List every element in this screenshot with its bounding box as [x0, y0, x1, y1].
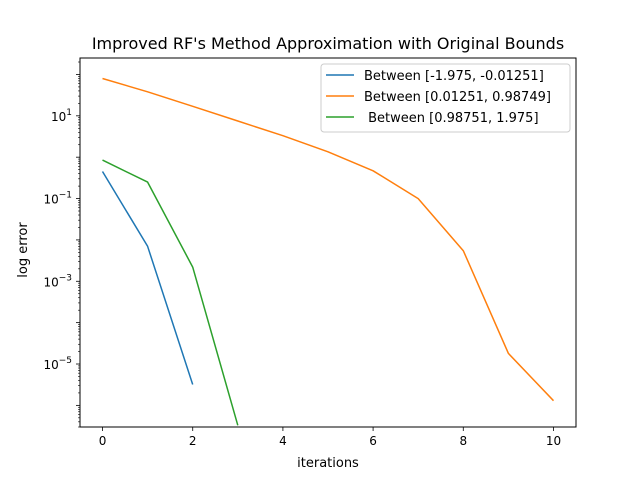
- chart-title: Improved RF's Method Approximation with …: [92, 34, 564, 53]
- plot-area-frame: [79, 57, 577, 428]
- legend-label-1: Between [-1.975, -0.01251]: [364, 69, 544, 84]
- x-tick-label: 8: [459, 434, 467, 448]
- legend-box: [320, 63, 571, 133]
- legend: Between [-1.975, -0.01251] Between [0.012…: [320, 63, 571, 133]
- x-tick-label: 2: [189, 434, 197, 448]
- x-axis-label: iterations: [297, 456, 359, 471]
- series-line-1: [101, 171, 194, 385]
- x-tick-label: 0: [99, 434, 107, 448]
- legend-label-2: Between [0.01251, 0.98749]: [364, 90, 551, 105]
- series-line-3: [102, 159, 239, 426]
- y-axis-label: log error: [16, 222, 31, 278]
- x-tick-label: 10: [546, 434, 561, 448]
- x-axis-ticks: 0 2 4 6 8 10: [99, 427, 561, 448]
- x-tick-label: 6: [369, 434, 377, 448]
- series-line-2: [102, 77, 555, 402]
- plot-lines: [101, 77, 555, 426]
- x-tick-label: 4: [279, 434, 287, 448]
- legend-label-3: Between [0.98751, 1.975]: [364, 111, 539, 126]
